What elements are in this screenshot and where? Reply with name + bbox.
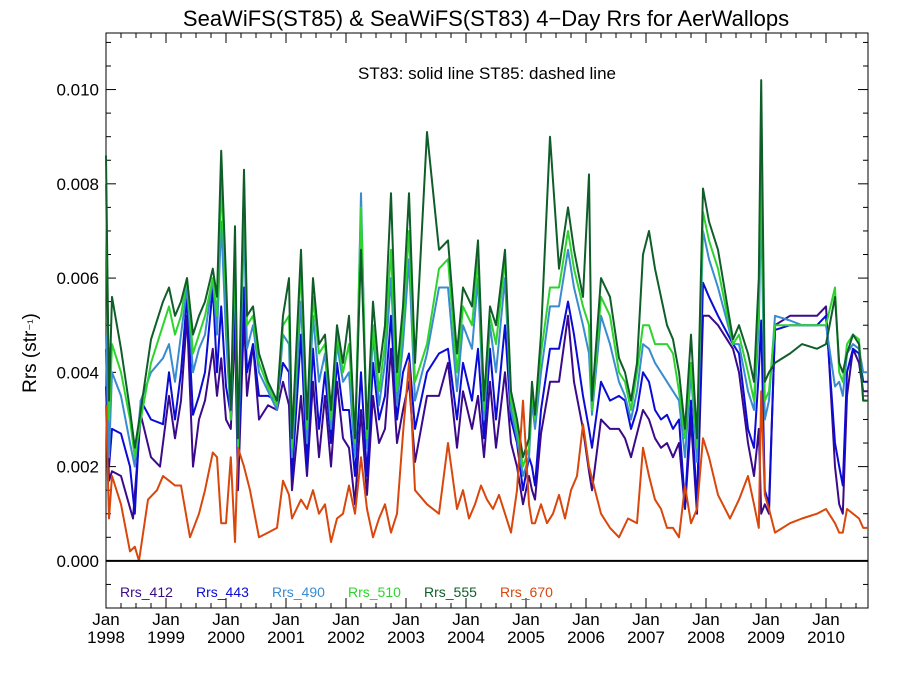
x-tick-label-year: 2009 xyxy=(747,628,785,647)
x-tick-label-month: Jan xyxy=(272,610,299,629)
x-tick-label-month: Jan xyxy=(392,610,419,629)
series-line-rrs-443 xyxy=(105,281,868,515)
y-tick-label: 0.010 xyxy=(56,81,99,100)
legend-item-rrs-555: Rrs_555 xyxy=(424,584,477,600)
x-tick-label-year: 2007 xyxy=(627,628,665,647)
x-tick-label-year: 1999 xyxy=(147,628,185,647)
x-tick-label-month: Jan xyxy=(812,610,839,629)
x-tick-label-month: Jan xyxy=(452,610,479,629)
legend-item-rrs-510: Rrs_510 xyxy=(348,584,401,600)
y-tick-label: 0.000 xyxy=(56,552,99,571)
legend: Rrs_412 Rrs_443 Rrs_490 Rrs_510 Rrs_555 Rrs_6… xyxy=(120,584,553,600)
plot-frame xyxy=(105,32,869,609)
x-tick-label-year: 1998 xyxy=(87,628,125,647)
series-lines xyxy=(105,79,868,562)
x-tick-label-month: Jan xyxy=(752,610,779,629)
y-tick-label: 0.008 xyxy=(56,175,99,194)
x-tick-label-month: Jan xyxy=(332,610,359,629)
x-tick-label-year: 2006 xyxy=(567,628,605,647)
x-tick-label-year: 2008 xyxy=(687,628,725,647)
y-axis-label: Rrs (str⁻¹) xyxy=(20,313,41,393)
x-tick-label-year: 2000 xyxy=(207,628,245,647)
chart-title: SeaWiFS(ST85) & SeaWiFS(ST83) 4−Day Rrs … xyxy=(183,6,789,31)
x-tick-label-month: Jan xyxy=(212,610,239,629)
x-tick-label-year: 2004 xyxy=(447,628,485,647)
x-tick-label-month: Jan xyxy=(692,610,719,629)
x-tick-label-month: Jan xyxy=(92,610,119,629)
plot-border xyxy=(105,32,869,609)
x-tick-label-month: Jan xyxy=(152,610,179,629)
x-axis: Jan1998Jan1999Jan2000Jan2001Jan2002Jan20… xyxy=(87,33,857,647)
x-tick-label-year: 2010 xyxy=(807,628,845,647)
x-tick-label-year: 2001 xyxy=(267,628,305,647)
x-tick-label-year: 2002 xyxy=(327,628,365,647)
x-tick-label-month: Jan xyxy=(572,610,599,629)
x-tick-label-year: 2003 xyxy=(387,628,425,647)
x-tick-label-month: Jan xyxy=(512,610,539,629)
series-line-rrs-555 xyxy=(105,79,868,459)
line-style-annotation: ST83: solid line ST85: dashed line xyxy=(358,64,616,83)
legend-item-rrs-670: Rrs_670 xyxy=(500,584,553,600)
y-tick-label: 0.004 xyxy=(56,363,99,382)
legend-item-rrs-490: Rrs_490 xyxy=(272,584,325,600)
legend-item-rrs-443: Rrs_443 xyxy=(196,584,249,600)
legend-item-rrs-412: Rrs_412 xyxy=(120,584,173,600)
x-tick-label-month: Jan xyxy=(632,610,659,629)
y-tick-label: 0.006 xyxy=(56,269,99,288)
x-tick-label-year: 2005 xyxy=(507,628,545,647)
series-line-rrs-670 xyxy=(105,361,868,562)
y-tick-label: 0.002 xyxy=(56,458,99,477)
